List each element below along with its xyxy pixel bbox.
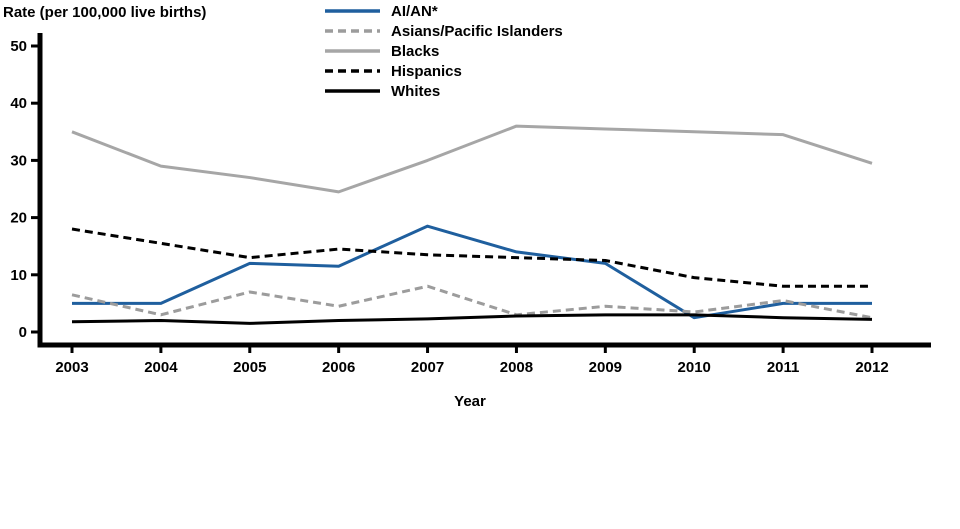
svg-text:2008: 2008 — [500, 359, 533, 376]
svg-text:2009: 2009 — [589, 359, 622, 376]
legend-item: AI/AN* — [325, 1, 563, 21]
svg-text:2005: 2005 — [233, 359, 266, 376]
legend-label: Hispanics — [391, 62, 462, 80]
legend-label: Asians/Pacific Islanders — [391, 22, 563, 40]
legend-label: Blacks — [391, 42, 440, 60]
legend-line-whites-icon — [325, 89, 380, 93]
line-chart: 0 10 20 30 40 50 2003 2004 2005 2006 2007 2008 2009 2… — [10, 33, 931, 376]
legend-line-hispanics-icon — [325, 69, 380, 73]
svg-text:50: 50 — [10, 38, 27, 55]
legend-label: AI/AN* — [391, 2, 438, 20]
x-axis-title: Year — [454, 393, 486, 410]
legend-item: Asians/Pacific Islanders — [325, 21, 563, 41]
legend-label: Whites — [391, 82, 441, 100]
svg-text:2006: 2006 — [322, 359, 355, 376]
legend-line-asians-pacific-islanders-icon — [325, 29, 380, 33]
y-axis-title: Rate (per 100,000 live births) — [3, 4, 207, 21]
svg-text:10: 10 — [10, 267, 27, 284]
legend-line-ai-an-icon — [325, 9, 380, 13]
svg-text:30: 30 — [10, 152, 27, 169]
svg-text:2004: 2004 — [144, 359, 178, 376]
svg-text:20: 20 — [10, 210, 27, 227]
svg-text:2012: 2012 — [855, 359, 888, 376]
legend-line-blacks-icon — [325, 49, 380, 53]
svg-text:2011: 2011 — [767, 359, 800, 376]
legend-item: Whites — [325, 81, 563, 101]
svg-text:2007: 2007 — [411, 359, 444, 376]
legend: AI/AN* Asians/Pacific Islanders Blacks H… — [325, 1, 563, 101]
svg-text:2010: 2010 — [678, 359, 711, 376]
svg-text:2003: 2003 — [55, 359, 88, 376]
svg-text:0: 0 — [19, 324, 27, 341]
svg-text:40: 40 — [10, 95, 27, 112]
legend-item: Blacks — [325, 41, 563, 61]
legend-item: Hispanics — [325, 61, 563, 81]
